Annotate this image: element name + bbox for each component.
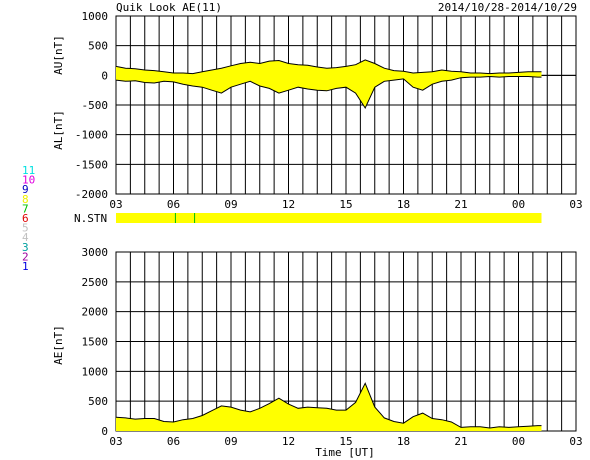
ae-ytick-label: 2500 [82,276,109,289]
au-al-xtick-label: 21 [454,198,467,211]
au-al-ytick-label: 0 [101,69,108,82]
ae-xtick-label: 09 [224,435,237,448]
au-axis-label: AU[nT] [52,35,65,75]
au-al-frame [115,15,577,195]
au-al-xtick-label: 15 [339,198,352,211]
ae-xtick-label: 03 [109,435,122,448]
ae-xtick-label: 00 [512,435,525,448]
al-series-line [115,75,542,110]
au-al-ytick-label: -1500 [75,158,108,171]
ae-ytick-label: 500 [88,395,108,408]
date-range: 2014/10/28-2014/10/29 [438,1,577,14]
x-axis-label: Time [UT] [315,446,375,459]
au-al-ytick-label: -1000 [75,129,108,142]
chart-title: Quik Look AE(11) [116,1,222,14]
legend-item: 3 [22,241,29,254]
ae-ytick-label: 1500 [82,336,109,349]
au-al-xtick-label: 12 [282,198,295,211]
au-al-ytick-label: 1000 [82,10,109,23]
ae-xtick-label: 15 [339,435,352,448]
ae-xtick-label: 12 [282,435,295,448]
ae-series-line [115,382,542,429]
au-al-xtick-label: 00 [512,198,525,211]
ae-xtick-label: 18 [397,435,410,448]
ae-ytick-label: 1000 [82,365,109,378]
ae-xtick-label: 06 [167,435,180,448]
legend-item: 7 [22,202,29,215]
au-series-line [115,59,542,75]
au-al-xtick-label: 03 [109,198,122,211]
legend-item: 9 [22,183,29,196]
au-al-ytick-label: -500 [82,99,109,112]
legend-item: 6 [22,212,29,225]
legend-item: 1 [22,260,29,273]
legend-item: 8 [22,193,29,206]
legend-item: 5 [22,222,29,235]
au-al-xtick-label: 18 [397,198,410,211]
ae-xtick-label: 21 [454,435,467,448]
au-al-xtick-label: 03 [569,198,582,211]
ae-ytick-label: 3000 [82,246,109,259]
au-al-xtick-label: 06 [167,198,180,211]
legend-item: 10 [22,174,35,187]
au-al-ytick-label: 500 [88,40,108,53]
ae-ytick-label: 2000 [82,306,109,319]
nstn-bar [116,213,542,223]
ae-axis-label: AE[nT] [52,325,65,365]
ae-fill [116,383,542,431]
au-al-ytick-label: -2000 [75,188,108,201]
legend-item: 11 [22,164,35,177]
al-axis-label: AL[nT] [52,110,65,150]
au-al-xtick-label: 09 [224,198,237,211]
nstn-label: N.STN [74,212,107,225]
au-al-fill [116,59,542,108]
ae-xtick-label: 03 [569,435,582,448]
ae-ytick-label: 0 [101,425,108,438]
station-bar-panel [116,213,542,223]
legend-item: 2 [22,250,29,263]
legend-item: 4 [22,231,29,244]
